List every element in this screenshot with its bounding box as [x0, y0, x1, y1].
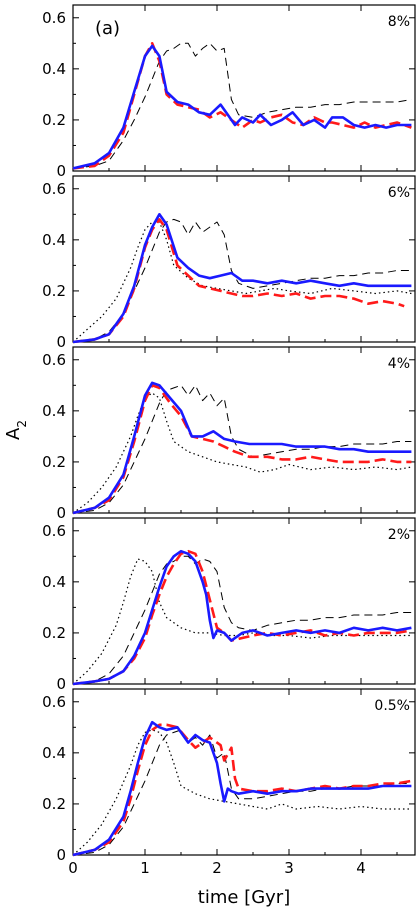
y-tick-label: 0.2 — [42, 282, 66, 300]
y-tick-label: 0 — [56, 846, 66, 864]
y-tick-label: 0.4 — [42, 744, 66, 762]
y-tick-label: 0.6 — [42, 351, 66, 369]
x-axis-label: time [Gyr] — [198, 887, 290, 908]
series-line-blue — [72, 549, 412, 686]
x-tick-label: 0 — [68, 859, 78, 877]
series-line-dashed — [72, 42, 412, 169]
series-line-dotted — [72, 392, 412, 514]
panel-tag: (a) — [95, 18, 120, 39]
y-tick-label: 0 — [56, 333, 66, 351]
panel-label: 4% — [388, 356, 410, 372]
panel: 0 0.2 0.4 0.6 8% (a) — [42, 4, 416, 180]
panel-label: 0.5% — [374, 698, 410, 714]
y-tick-label: 0.4 — [42, 402, 66, 420]
y-tick-label: 0.6 — [42, 180, 66, 198]
x-tick-label: 4 — [356, 859, 366, 877]
y-tick-label: 0.6 — [42, 522, 66, 540]
x-tick-label: 1 — [140, 859, 150, 877]
panel-frame — [72, 517, 416, 685]
panel: 0 0.2 0.4 0.6 2% — [42, 517, 416, 693]
y-tick-label: 0 — [56, 162, 66, 180]
series-line-dashed — [72, 384, 412, 514]
y-tick-label: 0 — [56, 504, 66, 522]
y-tick-label: 0.2 — [42, 453, 66, 471]
series-line-blue — [72, 44, 412, 170]
y-tick-label: 0.6 — [42, 693, 66, 711]
y-tick-label: 0.4 — [42, 231, 66, 249]
series-line-red — [72, 218, 405, 344]
y-tick-label: 0.6 — [42, 9, 66, 27]
y-tick-label: 0.2 — [42, 624, 66, 642]
y-axis-label-sub: 2 — [15, 420, 29, 428]
panel: 0 0.2 0.4 0.6 4% — [42, 346, 416, 522]
y-axis-label-main: A — [3, 427, 24, 440]
panel-frame — [72, 346, 416, 514]
series-line-red — [72, 723, 412, 857]
series-line-dotted — [72, 558, 412, 685]
y-tick-label: 0.4 — [42, 60, 66, 78]
panel-frame — [72, 175, 416, 343]
series-line-red — [72, 549, 412, 686]
panel-frame — [72, 4, 416, 172]
y-tick-label: 0.2 — [42, 795, 66, 813]
panel-frame — [72, 688, 416, 856]
y-axis-label: A2 — [3, 420, 29, 440]
series-line-blue — [72, 720, 412, 857]
series-line-dotted — [72, 729, 412, 856]
series-line-red — [72, 383, 412, 515]
series-line-blue — [72, 381, 412, 515]
panels-group: 00.20.40.6 8%(a)00.20.40.6 6%00.20.40.6 4%0… — [42, 4, 416, 877]
panel-label: 6% — [388, 185, 410, 201]
series-line-red — [72, 41, 412, 170]
series-line-dashed — [72, 218, 412, 343]
y-tick-label: 0.4 — [42, 573, 66, 591]
y-tick-label: 0.2 — [42, 111, 66, 129]
panel: 0 0.2 0.4 0.6 0.5% 0 1 2 3 4 — [42, 688, 416, 877]
panel-label: 2% — [388, 527, 410, 543]
panel-label: 8% — [388, 14, 410, 30]
x-tick-label: 2 — [212, 859, 222, 877]
panel: 0 0.2 0.4 0.6 6% — [42, 175, 416, 351]
x-tick-label: 3 — [284, 859, 294, 877]
series-line-blue — [72, 213, 412, 344]
series-line-dashed — [72, 555, 412, 685]
y-tick-label: 0 — [56, 675, 66, 693]
